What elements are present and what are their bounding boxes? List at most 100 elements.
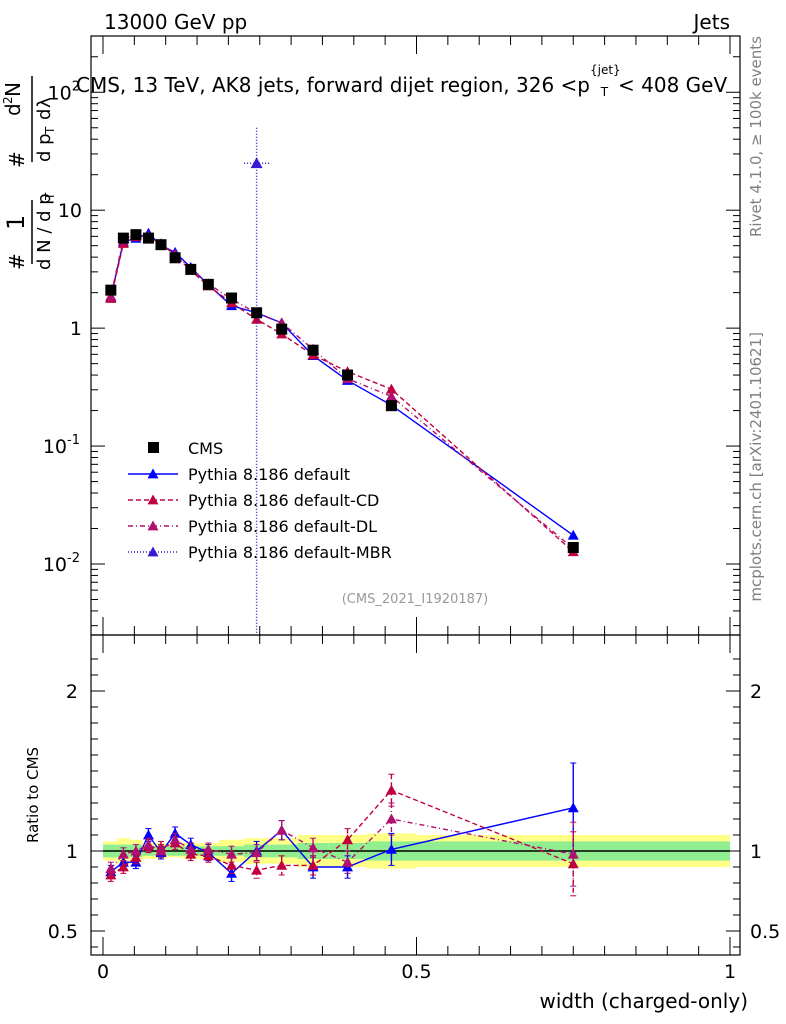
legend-marker (147, 468, 159, 479)
series-ratio-point (226, 848, 238, 859)
series-ratio-point (251, 864, 263, 875)
rivet-label: Rivet 4.1.0, ≥ 100k events (747, 36, 765, 237)
series-ratio-point (567, 848, 579, 859)
y-tick-label: 10-2 (43, 551, 80, 576)
svg-text:#: # (5, 253, 29, 270)
data-point (342, 369, 354, 381)
series-ratio-point (385, 813, 397, 824)
series-ratio-line (110, 818, 574, 870)
legend: CMS Pythia 8.186 default Pythia 8.186 defa… (128, 439, 392, 562)
legend-label: Pythia 8.186 default (188, 465, 350, 484)
header-energy: 13000 GeV pp (104, 10, 247, 34)
x-axis-label: width (charged-only) (540, 989, 748, 1013)
svg-text:2: 2 (1, 96, 15, 104)
series-ratio-point (169, 834, 181, 845)
data-series (105, 229, 579, 554)
series-ratio-point (202, 843, 214, 854)
legend-marker (147, 520, 159, 531)
main-panel: 10-2 10-1 1 10 102 (43, 35, 741, 955)
series-ratio-point (307, 859, 319, 870)
ratio-y-tick-label-left: 2 (66, 681, 78, 703)
data-point (130, 229, 142, 241)
series-ratio-point (117, 848, 129, 859)
y-tick-label: 10-1 (43, 433, 80, 458)
series-ratio-point (251, 847, 263, 857)
data-point (567, 542, 579, 554)
legend-label: Pythia 8.186 default-MBR (188, 543, 392, 562)
svg-text:N: N (1, 82, 25, 97)
series-point (385, 383, 397, 394)
series-ratio-point (185, 843, 197, 854)
ratio-y-tick-label-right: 1 (750, 841, 762, 863)
series-ratio-point (342, 834, 354, 845)
svg-text:T: T (43, 192, 57, 201)
source-label: mcplots.cern.ch [arXiv:2401.10621] (747, 332, 765, 602)
data-point (251, 307, 263, 319)
ratio-y-tick-label-left: 0.5 (48, 921, 78, 943)
series-ratio-point (342, 856, 354, 867)
series-3 (244, 127, 270, 635)
series-ratio-point (169, 827, 181, 838)
series-ratio-point (307, 842, 319, 853)
data-point (276, 323, 288, 335)
data-point (385, 400, 397, 412)
legend-marker (147, 494, 159, 505)
data-point (142, 232, 154, 244)
series-ratio-point (155, 845, 167, 856)
svg-text:1: 1 (2, 215, 30, 230)
series-ratio-point (276, 859, 288, 870)
y-axis-label-main: # 1 d N / d p T # d2N d p T dλ (1, 76, 57, 270)
series-ratio-point (385, 784, 397, 795)
y-tick-label: 102 (48, 79, 80, 104)
chart-title: CMS, 13 TeV, AK8 jets, forward dijet reg… (76, 63, 727, 99)
svg-text:d: d (34, 109, 55, 120)
x-tick-label: 0.5 (401, 961, 431, 983)
series-ratio-point (142, 829, 154, 840)
ratio-y-tick-label-right: 2 (750, 681, 762, 703)
series-ratio-point (117, 861, 129, 872)
data-point (226, 292, 238, 304)
svg-text:d N / d p: d N / d p (34, 193, 55, 270)
series-ratio-point (105, 863, 117, 873)
series-point (251, 313, 263, 324)
series-ratio-point (142, 839, 154, 849)
analysis-id: (CMS_2021_I1920187) (342, 592, 489, 607)
ratio-frame (90, 634, 741, 956)
svg-text:λ: λ (34, 97, 55, 108)
x-tick-label: 0 (97, 961, 109, 983)
data-point (185, 263, 197, 275)
series-ratio-point (276, 824, 288, 835)
ratio-y-tick-label-right: 0.5 (750, 921, 780, 943)
legend-label: CMS (188, 439, 223, 458)
ratio-y-tick-label-left: 1 (66, 841, 78, 863)
svg-text:#: # (5, 151, 29, 168)
series-ratio-point (567, 802, 579, 813)
y-tick-label: 1 (70, 318, 82, 340)
series-ratio-point (226, 867, 238, 878)
svg-text:T: T (43, 126, 57, 135)
header-category: Jets (692, 10, 730, 34)
svg-text:d: d (1, 103, 25, 116)
legend-label: Pythia 8.186 default-DL (188, 517, 377, 536)
series-point (385, 390, 397, 401)
ratio-panel: 0.5 0.5 1 1 2 2 0 0.5 1 (48, 634, 780, 983)
legend-label: Pythia 8.186 default-CD (188, 491, 379, 510)
data-point (169, 252, 181, 264)
svg-text:d p: d p (34, 133, 55, 162)
data-point (155, 239, 167, 251)
x-tick-label: 1 (724, 961, 736, 983)
data-point (105, 284, 117, 296)
y-tick-label: 10 (58, 200, 82, 222)
legend-marker (148, 442, 159, 453)
series-point (567, 529, 579, 540)
legend-marker (147, 546, 159, 557)
y-axis-label-ratio: Ratio to CMS (24, 747, 42, 843)
data-point (202, 278, 214, 290)
series-ratio-point (130, 845, 142, 856)
mbr-point (250, 157, 263, 169)
series-ratio-point (567, 858, 579, 869)
series-ratio-2 (105, 802, 579, 887)
series-ratio-point (226, 859, 238, 870)
data-point (117, 232, 129, 244)
